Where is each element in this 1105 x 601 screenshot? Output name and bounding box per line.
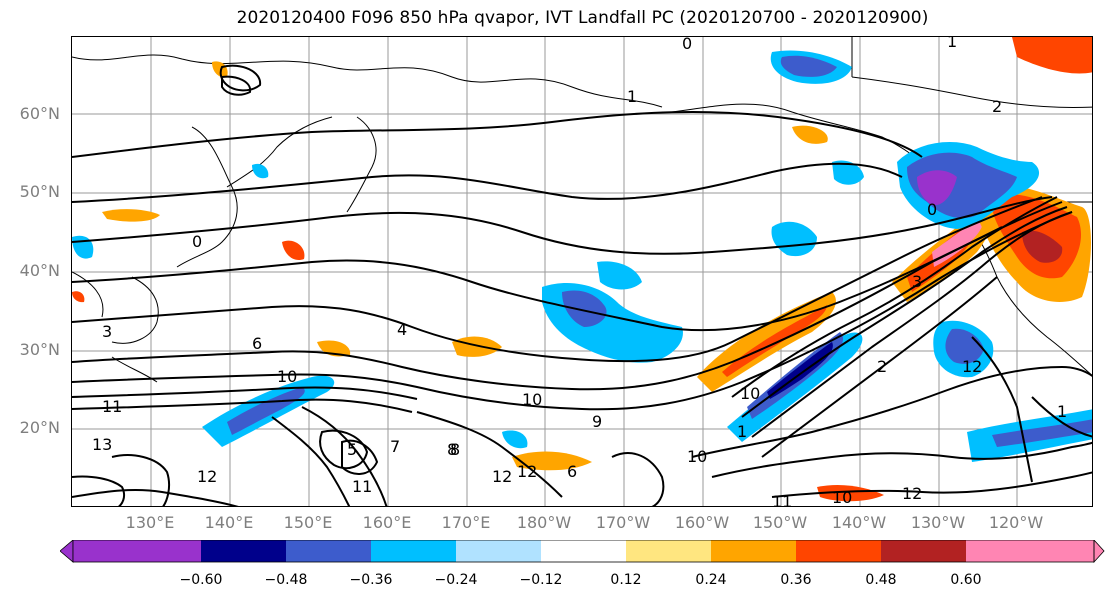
- contour-label: 10: [687, 447, 707, 466]
- contour-label: 3: [912, 272, 922, 291]
- contour-label: 10: [740, 384, 760, 403]
- contour-label: 1: [627, 87, 637, 106]
- map-panel: 1 0 1 2 0 3 4 6 10 11 10 12 13 12 11 12 …: [71, 36, 1093, 507]
- contour-label: 12: [197, 467, 217, 486]
- colorbar-segment: [456, 540, 541, 562]
- lon-label-140w: 140°W: [831, 513, 887, 532]
- contour-label: 0: [192, 232, 202, 251]
- contour-label: 1: [947, 37, 957, 51]
- contour-label: 6: [252, 334, 262, 353]
- contour-label: 13: [92, 435, 112, 454]
- contour-label: 6: [567, 462, 577, 481]
- colorbar-tick: 0.48: [865, 572, 897, 588]
- lon-label-130e: 130°E: [125, 513, 175, 532]
- contour-label: 1: [1057, 402, 1067, 421]
- colorbar-segment: [286, 540, 371, 562]
- contour-label: 0: [927, 200, 937, 219]
- contour-label: 12: [962, 357, 982, 376]
- contour-label: 9: [592, 412, 602, 431]
- positive-anomaly-shading: [72, 37, 1092, 502]
- colorbar-segment: [796, 540, 881, 562]
- contour-label: 10: [277, 367, 297, 386]
- contour-label: 5: [347, 440, 357, 459]
- lat-label-50n: 50°N: [19, 182, 60, 201]
- colorbar-segment: [881, 540, 966, 562]
- lon-label-170w: 170°W: [595, 513, 651, 532]
- colorbar-outline: [72, 540, 1095, 563]
- colorbar-extend-high: [1093, 540, 1105, 564]
- contour-label: 11: [102, 397, 122, 416]
- colorbar-segment: [966, 540, 1094, 562]
- lon-label-130w: 130°W: [910, 513, 966, 532]
- contour-label: 10: [832, 488, 852, 507]
- lon-label-160e: 160°E: [362, 513, 412, 532]
- contour-label: 10: [522, 390, 542, 409]
- contour-label: 1: [737, 422, 747, 441]
- contour-label: 8: [447, 440, 457, 459]
- colorbar-extend-low: [60, 540, 74, 563]
- lon-label-170e: 170°E: [441, 513, 491, 532]
- lon-label-160w: 160°W: [674, 513, 730, 532]
- lon-label-140e: 140°E: [204, 513, 254, 532]
- contour-label: 3: [102, 322, 112, 341]
- colorbar-tick: 0.24: [695, 572, 727, 588]
- contour-labels: 1 0 1 2 0 3 4 6 10 11 10 12 13 12 11 12 …: [92, 37, 1067, 507]
- colorbar: [60, 540, 1105, 564]
- lon-label-150w: 150°W: [752, 513, 808, 532]
- colorbar-tick: 0.12: [610, 572, 642, 588]
- contour-label: 12: [517, 462, 537, 481]
- colorbar-segment: [711, 540, 796, 562]
- colorbar-tick: −0.36: [349, 572, 393, 588]
- qvapor-contours: [72, 64, 1092, 506]
- lat-label-40n: 40°N: [19, 261, 60, 280]
- lon-label-120w: 120°W: [988, 513, 1044, 532]
- coastlines: [72, 37, 1092, 383]
- contour-label: 12: [902, 484, 922, 503]
- lat-label-20n: 20°N: [19, 418, 60, 437]
- contour-label: 2: [877, 357, 887, 376]
- contour-label: 12: [492, 467, 512, 486]
- contour-label: 11: [772, 492, 792, 507]
- contour-label: 7: [390, 437, 400, 456]
- map-canvas: 1 0 1 2 0 3 4 6 10 11 10 12 13 12 11 12 …: [72, 37, 1092, 507]
- colorbar-tick: −0.60: [179, 572, 223, 588]
- contour-label: 11: [352, 477, 372, 496]
- negative-anomaly-shading: [72, 50, 1092, 462]
- colorbar-tick: −0.24: [434, 572, 478, 588]
- colorbar-segment: [201, 540, 286, 562]
- lat-label-30n: 30°N: [19, 340, 60, 359]
- map-title: 2020120400 F096 850 hPa qvapor, IVT Land…: [236, 8, 929, 28]
- colorbar-segment: [626, 540, 711, 562]
- colorbar-segment: [73, 540, 201, 562]
- contour-label: 2: [992, 97, 1002, 116]
- colorbar-tick: −0.12: [519, 572, 563, 588]
- colorbar-tick: 0.60: [950, 572, 982, 588]
- contour-label: 4: [397, 320, 407, 339]
- colorbar-segment: [371, 540, 456, 562]
- contour-label: 8: [450, 440, 460, 459]
- contour-label: 0: [682, 37, 692, 53]
- lat-label-60n: 60°N: [19, 104, 60, 123]
- lon-label-150e: 150°E: [283, 513, 333, 532]
- lon-label-180w: 180°W: [516, 513, 572, 532]
- colorbar-tick: 0.36: [780, 572, 812, 588]
- colorbar-segment: [541, 540, 626, 562]
- colorbar-tick: −0.48: [264, 572, 308, 588]
